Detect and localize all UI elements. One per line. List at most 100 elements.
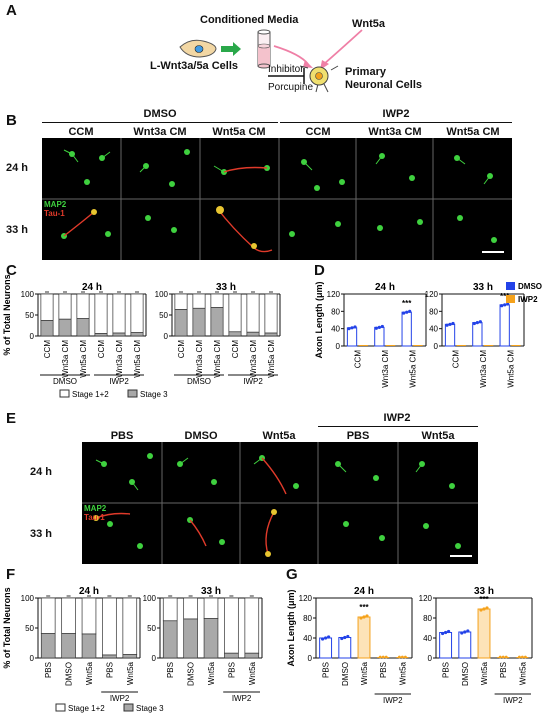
y-tick-label: 100 [21,594,35,603]
x-tick-label: Wnt3a CM [115,340,124,378]
data-point-dmso [445,323,449,327]
bar-stage3 [203,618,219,659]
y-tick-label: 80 [423,614,432,623]
micrograph-grid-b [42,138,512,260]
legend-label: Stage 3 [136,704,164,713]
bar-stage3 [174,309,188,337]
data-point-dmso [451,321,455,326]
legend-label: Stage 1+2 [72,390,109,399]
wnt5a-label: Wnt5a [352,18,385,30]
group-label: DMSO [187,377,211,386]
x-tick-label: Wnt5a [398,661,407,685]
data-point [398,655,401,659]
x-tick-label: PBS [166,662,175,678]
subplot-title: 24 h [375,282,395,293]
y-tick-label: 80 [331,307,340,316]
x-tick-label: CCM [97,340,106,359]
l-cell-icon [179,39,217,58]
bar-dmso [346,327,358,347]
chart-c: % of Total Neurons 0 50 100 24 h CCM Wnt3a CM W… [2,274,281,399]
group-label: IWP2 [232,694,252,703]
y-tick-label: 0 [336,342,341,351]
x-tick-label: Wnt5a [126,661,135,685]
x-tick-label: Wnt5a [518,661,527,685]
legend-swatch-stage3 [123,703,134,712]
data-point-dmso [402,311,406,315]
significance-label: *** [479,595,489,604]
y-tick-label: 50 [25,624,34,633]
bar-stage12 [40,597,56,634]
panel-c-label: C [6,262,17,279]
legend-label: DMSO [518,282,542,291]
x-tick-label: CCM [452,350,461,369]
x-tick-label: Wnt3a CM [479,350,488,388]
x-tick-label: Wnt5a [207,661,216,685]
x-tick-label: DMSO [341,662,350,686]
bar-stage12 [61,597,76,634]
data-point-dmso [408,309,412,313]
y-tick-label: 120 [425,290,439,299]
inhibitor-icon [268,68,305,84]
micrograph-grid-e [82,442,478,564]
y-tick-label: 40 [331,325,340,334]
panel-b-label: B [6,112,17,129]
panel-e-label: E [6,410,17,427]
bar-stage3 [264,332,278,337]
bar-stage3 [210,307,224,337]
bar-stage12 [246,293,260,333]
y-tick-label: 0 [308,654,313,663]
col-header: Wnt3a CM [368,126,422,138]
y-tick-label: 0 [164,332,169,341]
x-tick-label: Wnt3a CM [249,340,258,378]
legend-label: Stage 3 [140,390,168,399]
bar-stage12 [102,597,117,656]
y-tick-label: 50 [159,311,168,320]
data-point [444,630,448,635]
col-header: PBS [346,430,370,442]
y-tick-label: 80 [303,614,312,623]
data-point-dmso [353,325,357,329]
y-tick-label: 0 [152,654,157,663]
pink-arrow-icon [273,29,363,65]
bar-iwp2 [511,345,521,346]
bar-stage12 [210,293,224,308]
y-tick-label: 50 [25,311,34,320]
legend-swatch-stage12 [59,389,70,398]
x-tick-label: PBS [379,662,388,678]
bar-stage3 [81,633,97,659]
group-label: DMSO [53,377,77,386]
panel-a-schematic [179,29,363,93]
data-point-dmso [405,310,409,314]
significance-label: *** [500,292,510,301]
subplot-title: 33 h [473,282,493,293]
data-point [346,634,350,639]
porcupine-label: Porcupine [268,82,314,93]
neuronal-cells-label: Neuronal Cells [345,79,423,91]
data-point [498,655,502,659]
bar-stage12 [224,597,239,654]
col-header: Wnt5a CM [212,126,266,138]
y-tick-label: 100 [21,290,35,299]
y-tick-label: 80 [429,307,438,316]
data-point-dmso [503,303,507,307]
data-point-dmso [500,304,504,308]
panel-b-micrographs: MAP2 Tau-1 [42,138,512,260]
data-point-dmso [472,321,476,326]
x-tick-label: Wnt5a CM [133,340,142,378]
panel-f-label: F [6,566,16,583]
group-dmso-label: DMSO [143,108,177,120]
y-tick-label: 100 [155,290,169,299]
bar [458,631,472,659]
group-label: IWP2 [503,696,523,705]
data-point [404,655,407,659]
bar-stage12 [130,293,144,333]
data-point [343,635,347,640]
row-label-24h: 24 h [30,466,53,478]
bar-stage12 [81,597,97,635]
data-point-dmso [478,320,482,324]
group-iwp2-line [318,426,478,427]
group-label: IWP2 [383,696,403,705]
bar-iwp2 [456,345,466,346]
data-point-dmso [506,302,510,306]
bar-stage3 [224,652,239,659]
